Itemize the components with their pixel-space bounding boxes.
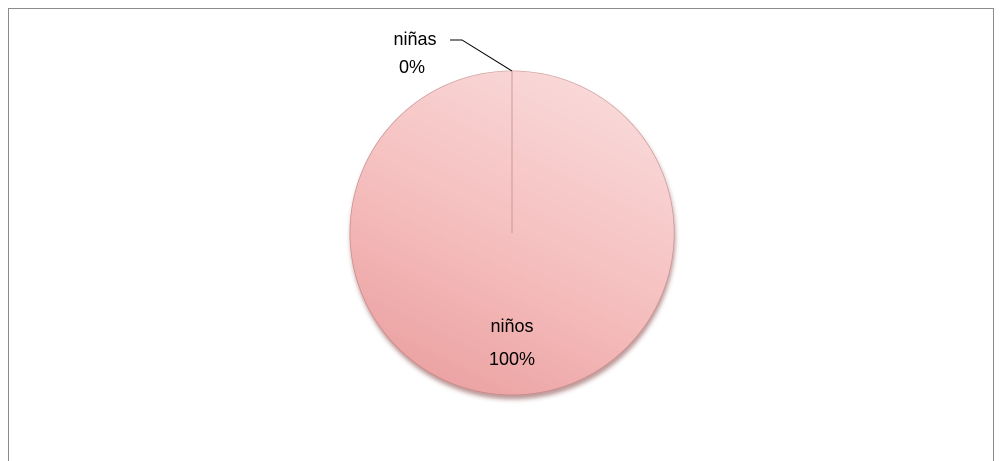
chart-border <box>8 8 994 461</box>
slice-label: niños <box>490 316 533 336</box>
slice-value-label: 100% <box>489 349 535 369</box>
slice-value-label: 0% <box>399 57 425 77</box>
pie <box>349 70 675 396</box>
leader-line <box>450 39 513 72</box>
slice-label: niñas <box>393 29 436 49</box>
